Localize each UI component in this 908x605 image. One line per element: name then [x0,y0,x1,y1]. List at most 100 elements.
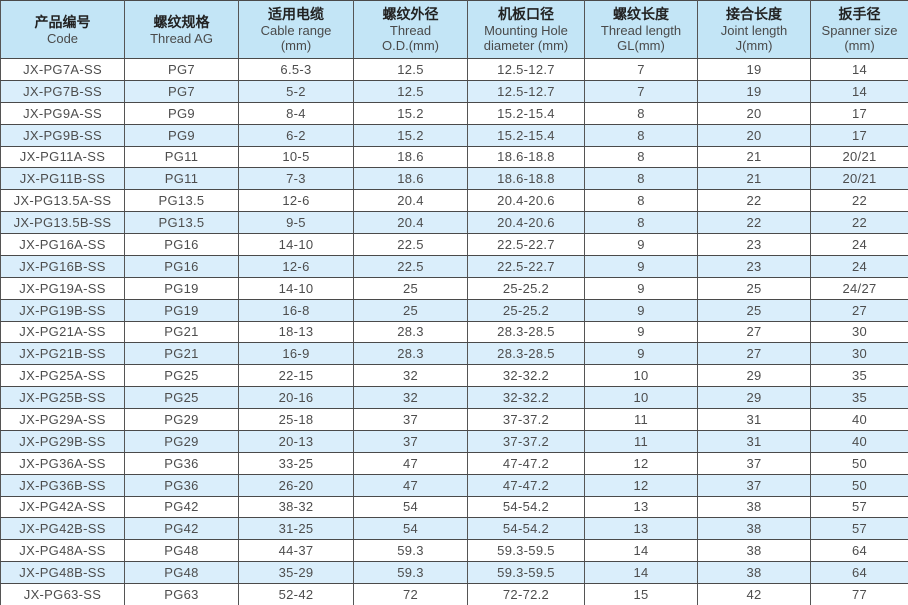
cell-thread_od: 32 [353,386,468,409]
cell-spanner_size: 14 [810,58,908,81]
cell-thread_spec: PG21 [124,342,239,366]
column-header-label-en: Thread AG [150,30,213,46]
table-row: JX-PG9B-SS PG9 6-2 15.2 15.2-15.4 8 20 17 [0,123,908,147]
cell-thread_length: 8 [584,145,698,169]
cell-thread_spec: PG7 [124,79,239,103]
cell-spanner_size: 40 [810,408,908,431]
cell-joint_length: 27 [697,320,811,344]
cell-thread_length: 9 [584,320,698,344]
header-row: 产品编号 Code 螺纹规格 Thread AG 适用电缆 Cable range (mm)… [0,0,908,59]
column-header-label-en: Spanner size [821,23,898,38]
cell-cable_range: 33-25 [238,451,354,475]
cell-thread_length: 8 [584,123,698,147]
cell-spanner_size: 22 [810,189,908,213]
column-header-spanner_size: 扳手径 Spanner size (mm) [810,0,908,59]
table-row: JX-PG7A-SS PG7 6.5-3 12.5 12.5-12.7 7 19 14 [0,58,908,81]
cell-code: JX-PG48B-SS [0,561,125,584]
table-row: JX-PG25B-SS PG25 20-16 32 32-32.2 10 29 35 [0,386,908,409]
cell-joint_length: 20 [697,101,811,125]
cell-thread_od: 59.3 [353,561,468,584]
cell-spanner_size: 40 [810,429,908,453]
column-header-label-en: Thread length [600,23,682,38]
table-row: JX-PG7B-SS PG7 5-2 12.5 12.5-12.7 7 19 14 [0,79,908,103]
table-body: JX-PG7A-SS PG7 6.5-3 12.5 12.5-12.7 7 19 14 JX-P… [0,58,908,605]
cell-cable_range: 10-5 [238,145,354,169]
cell-mounting_hole: 20.4-20.6 [467,189,585,213]
table-row: JX-PG36A-SS PG36 33-25 47 47-47.2 12 37 50 [0,451,908,475]
cell-mounting_hole: 15.2-15.4 [467,123,585,147]
column-header-label-en: Cable range [260,23,332,38]
cell-thread_length: 9 [584,254,698,278]
cell-thread_length: 11 [584,429,698,453]
cell-code: JX-PG11B-SS [0,167,125,191]
cell-cable_range: 18-13 [238,320,354,344]
cell-joint_length: 38 [697,495,811,519]
cell-code: JX-PG9A-SS [0,101,125,125]
cell-code: JX-PG48A-SS [0,539,125,563]
cell-mounting_hole: 15.2-15.4 [467,101,585,125]
cell-thread_length: 12 [584,451,698,475]
cell-spanner_size: 24 [810,233,908,256]
cell-thread_od: 18.6 [353,145,468,169]
cell-cable_range: 20-13 [238,429,354,453]
cell-cable_range: 16-8 [238,298,354,322]
cell-thread_spec: PG42 [124,517,239,541]
cell-cable_range: 25-18 [238,408,354,431]
cell-cable_range: 5-2 [238,79,354,103]
column-header-joint_length: 接合长度 Joint length J(mm) [697,0,811,59]
cell-joint_length: 22 [697,211,811,234]
cell-thread_od: 18.6 [353,167,468,191]
cell-thread_spec: PG16 [124,233,239,256]
cell-thread_length: 9 [584,298,698,322]
cell-joint_length: 38 [697,517,811,541]
cell-thread_spec: PG48 [124,539,239,563]
cell-thread_spec: PG19 [124,298,239,322]
cell-joint_length: 31 [697,429,811,453]
column-header-mounting_hole: 机板口径 Mounting Hole diameter (mm) [467,0,585,59]
column-header-label-zh: 螺纹规格 [153,13,210,30]
cell-spanner_size: 27 [810,298,908,322]
cell-joint_length: 19 [697,79,811,103]
cell-thread_od: 59.3 [353,539,468,563]
cell-code: JX-PG29B-SS [0,429,125,453]
column-header-label-en: (mm) [280,38,312,53]
column-header-label-en: diameter (mm) [483,38,569,53]
cell-thread_od: 22.5 [353,233,468,256]
cell-mounting_hole: 22.5-22.7 [467,254,585,278]
cell-thread_spec: PG29 [124,429,239,453]
cell-mounting_hole: 59.3-59.5 [467,539,585,563]
cell-cable_range: 8-4 [238,101,354,125]
table-row: JX-PG9A-SS PG9 8-4 15.2 15.2-15.4 8 20 17 [0,101,908,125]
cell-code: JX-PG21A-SS [0,320,125,344]
cell-thread_spec: PG11 [124,167,239,191]
cell-thread_spec: PG13.5 [124,211,239,234]
cell-thread_spec: PG19 [124,276,239,300]
cell-thread_length: 11 [584,408,698,431]
cell-cable_range: 16-9 [238,342,354,366]
cell-thread_od: 28.3 [353,320,468,344]
cell-mounting_hole: 22.5-22.7 [467,233,585,256]
table-row: JX-PG25A-SS PG25 22-15 32 32-32.2 10 29 35 [0,364,908,388]
cell-cable_range: 44-37 [238,539,354,563]
cell-code: JX-PG13.5B-SS [0,211,125,234]
cell-cable_range: 14-10 [238,233,354,256]
cell-thread_length: 8 [584,211,698,234]
cell-joint_length: 42 [697,583,811,605]
cell-spanner_size: 64 [810,539,908,563]
table-row: JX-PG48B-SS PG48 35-29 59.3 59.3-59.5 14 38 64 [0,561,908,584]
cell-code: JX-PG42A-SS [0,495,125,519]
cell-joint_length: 29 [697,386,811,409]
cell-thread_od: 37 [353,408,468,431]
table-row: JX-PG21A-SS PG21 18-13 28.3 28.3-28.5 9 27 30 [0,320,908,344]
cell-joint_length: 20 [697,123,811,147]
cell-mounting_hole: 12.5-12.7 [467,58,585,81]
cell-thread_spec: PG11 [124,145,239,169]
cell-mounting_hole: 28.3-28.5 [467,320,585,344]
cell-spanner_size: 24 [810,254,908,278]
cell-thread_od: 25 [353,276,468,300]
table-row: JX-PG42A-SS PG42 38-32 54 54-54.2 13 38 57 [0,495,908,519]
cell-thread_od: 72 [353,583,468,605]
cell-cable_range: 6-2 [238,123,354,147]
cell-thread_length: 14 [584,539,698,563]
